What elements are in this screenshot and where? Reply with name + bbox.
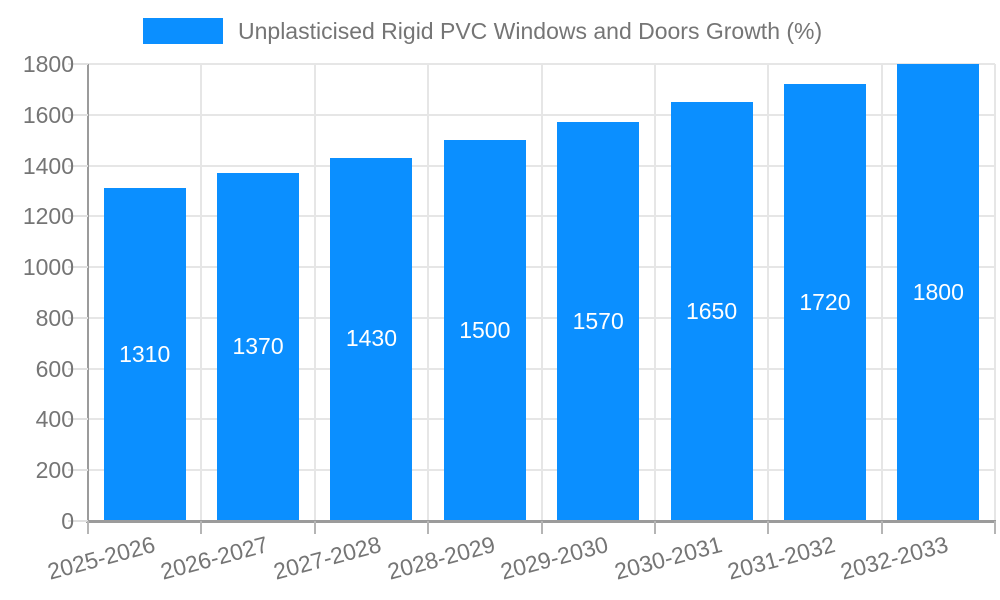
y-tick-mark (68, 266, 88, 269)
vertical-gridline (540, 64, 543, 521)
y-tick-label: 200 (35, 457, 74, 484)
vertical-gridline (653, 64, 656, 521)
y-tick-label: 800 (35, 304, 74, 331)
bar[interactable]: 1430 (330, 157, 413, 521)
bar-value-label: 1310 (119, 340, 171, 367)
x-tick-label: 2032-2033 (838, 531, 952, 585)
x-tick-label: 2030-2031 (611, 531, 725, 585)
x-tick-label: 2027-2028 (271, 531, 385, 585)
x-tick-mark (880, 521, 883, 534)
bar[interactable]: 1650 (670, 102, 753, 521)
bar-value-label: 1370 (232, 333, 284, 360)
bar[interactable]: 1310 (103, 188, 186, 521)
bar-value-label: 1720 (799, 288, 851, 315)
x-tick-label: 2028-2029 (384, 531, 498, 585)
y-tick-label: 1000 (22, 254, 74, 281)
y-tick-mark (68, 63, 88, 65)
bar[interactable]: 1800 (897, 64, 980, 521)
legend-swatch (143, 18, 223, 44)
y-tick-label: 1800 (22, 51, 74, 77)
x-tick-mark (313, 521, 316, 534)
y-tick-label: 1600 (22, 101, 74, 128)
x-tick-label: 2025-2026 (44, 531, 158, 585)
y-tick-label: 400 (35, 406, 74, 433)
y-tick-mark (68, 418, 88, 421)
y-tick-label: 1200 (22, 203, 74, 230)
y-tick-mark (68, 469, 88, 472)
x-tick-mark (200, 521, 203, 534)
vertical-gridline (313, 64, 316, 521)
x-tick-label: 2026-2027 (157, 531, 271, 585)
bar-value-label: 1800 (912, 278, 964, 305)
bar[interactable]: 1720 (783, 84, 866, 521)
vertical-gridline (880, 64, 883, 521)
x-tick-mark (540, 521, 543, 534)
x-tick-mark (767, 521, 770, 534)
y-tick-mark (68, 316, 88, 319)
y-tick-mark (68, 164, 88, 167)
y-tick-mark (68, 367, 88, 370)
vertical-gridline (994, 64, 996, 521)
bar-value-label: 1570 (572, 307, 624, 334)
y-tick-label: 1400 (22, 152, 74, 179)
vertical-gridline (767, 64, 770, 521)
y-tick-mark (68, 113, 88, 116)
bar-value-label: 1650 (685, 297, 738, 324)
bar-value-label: 1430 (345, 325, 398, 352)
y-tick-mark (68, 520, 88, 522)
y-tick-label: 0 (61, 508, 74, 534)
x-tick-mark (427, 521, 430, 534)
bar[interactable]: 1370 (217, 173, 300, 521)
x-tick-label: 2031-2032 (724, 531, 838, 585)
bar[interactable]: 1570 (557, 122, 640, 521)
vertical-gridline (200, 64, 203, 521)
bar[interactable]: 1500 (443, 140, 526, 521)
y-tick-mark (68, 215, 88, 218)
legend[interactable]: Unplasticised Rigid PVC Windows and Door… (143, 16, 822, 46)
legend-label: Unplasticised Rigid PVC Windows and Door… (238, 17, 823, 44)
y-axis-line (87, 64, 89, 522)
vertical-gridline (427, 64, 430, 521)
y-tick-label: 600 (35, 355, 74, 382)
x-tick-mark (87, 521, 89, 534)
x-tick-label: 2029-2030 (497, 531, 611, 585)
x-tick-mark (994, 521, 996, 534)
plot-area: 1310 1370 1430 1500 1570 1650 1720 1800 (88, 63, 996, 521)
bar-value-label: 1500 (459, 316, 511, 343)
x-tick-mark (653, 521, 656, 534)
